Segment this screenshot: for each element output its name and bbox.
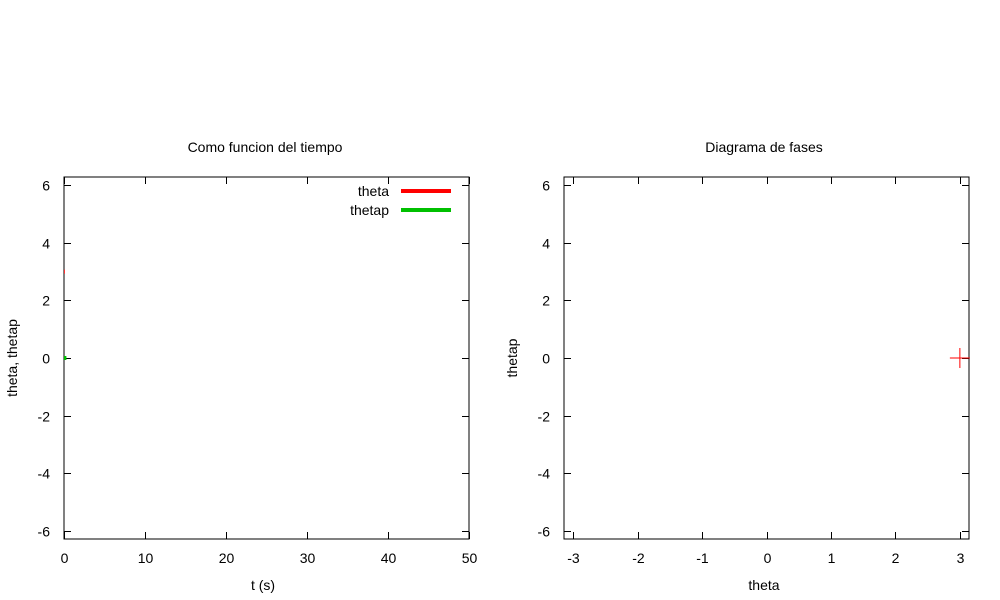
x-axis-label: t (s) <box>251 577 275 593</box>
y-tick-label: -4 <box>538 466 551 482</box>
x-tick-label: 0 <box>61 550 69 566</box>
legend-label: thetap <box>350 202 389 218</box>
x-tick-label: 30 <box>300 550 316 566</box>
y-axis-label: theta, thetap <box>4 319 20 397</box>
y-tick-label: 4 <box>542 236 550 252</box>
x-tick-label: 3 <box>957 550 965 566</box>
y-tick-label: -2 <box>38 409 51 425</box>
y-tick-label: 0 <box>542 351 550 367</box>
x-axis-label: theta <box>748 577 779 593</box>
y-tick-label: -2 <box>538 409 551 425</box>
y-tick-label: 6 <box>542 178 550 194</box>
x-tick-label: 0 <box>764 550 772 566</box>
chart-title: Diagrama de fases <box>705 139 823 155</box>
x-tick-label: 40 <box>381 550 397 566</box>
x-tick-label: -2 <box>632 550 645 566</box>
y-tick-label: 0 <box>42 351 50 367</box>
plot-frame <box>563 176 970 540</box>
chart-title: Como funcion del tiempo <box>188 139 343 155</box>
x-tick-label: 2 <box>892 550 900 566</box>
x-tick-label: 10 <box>138 550 154 566</box>
legend-label: theta <box>358 183 389 199</box>
y-tick-label: 2 <box>42 293 50 309</box>
plot-frame <box>63 176 470 540</box>
y-tick-label: -6 <box>538 524 551 540</box>
data-point <box>949 348 970 368</box>
x-tick-label: 50 <box>462 550 478 566</box>
y-tick-label: 6 <box>42 178 50 194</box>
x-tick-label: -1 <box>696 550 709 566</box>
y-tick-label: -4 <box>38 466 51 482</box>
y-tick-label: 2 <box>542 293 550 309</box>
x-tick-label: 20 <box>219 550 235 566</box>
x-tick-label: 1 <box>828 550 836 566</box>
y-axis-label: thetap <box>504 338 520 377</box>
y-tick-label: -6 <box>38 524 51 540</box>
y-tick-label: 4 <box>42 236 50 252</box>
x-tick-label: -3 <box>567 550 580 566</box>
phase-plot: Diagrama de fases -3 -2 -1 0 1 2 3 -6 -4 -2 0 2 4 6 the… <box>504 139 970 593</box>
